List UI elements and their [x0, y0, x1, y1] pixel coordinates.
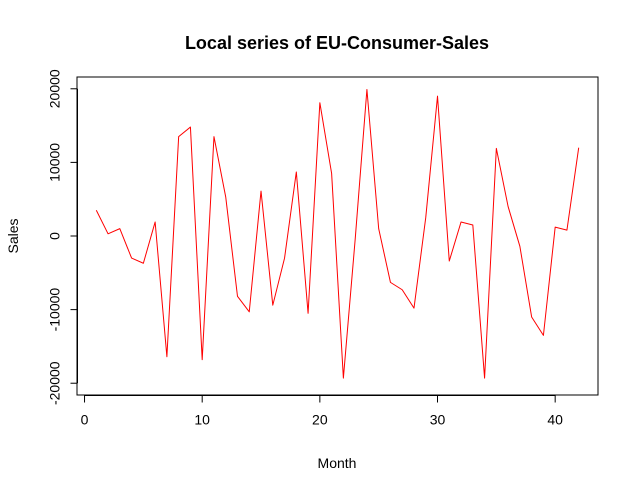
- y-tick-label: 0: [47, 232, 63, 240]
- x-tick-label: 0: [81, 412, 89, 428]
- y-axis: -20000 -10000 0 10000 20000: [47, 69, 78, 405]
- x-axis: 0 10 20 30 40: [81, 395, 563, 428]
- y-tick-label: 20000: [47, 69, 63, 108]
- x-tick-label: 40: [547, 412, 563, 428]
- x-tick-label: 10: [194, 412, 210, 428]
- series-line: [95, 89, 580, 379]
- plot-area: [95, 89, 580, 379]
- y-tick-label: -10000: [47, 288, 63, 332]
- x-tick-label: 30: [430, 412, 446, 428]
- y-tick-label: 10000: [47, 143, 63, 182]
- x-tick-label: 20: [312, 412, 328, 428]
- y-axis-label: Sales: [5, 218, 21, 253]
- chart-title: Local series of EU-Consumer-Sales: [185, 33, 489, 53]
- x-axis-label: Month: [318, 455, 357, 471]
- y-tick-label: -20000: [47, 361, 63, 405]
